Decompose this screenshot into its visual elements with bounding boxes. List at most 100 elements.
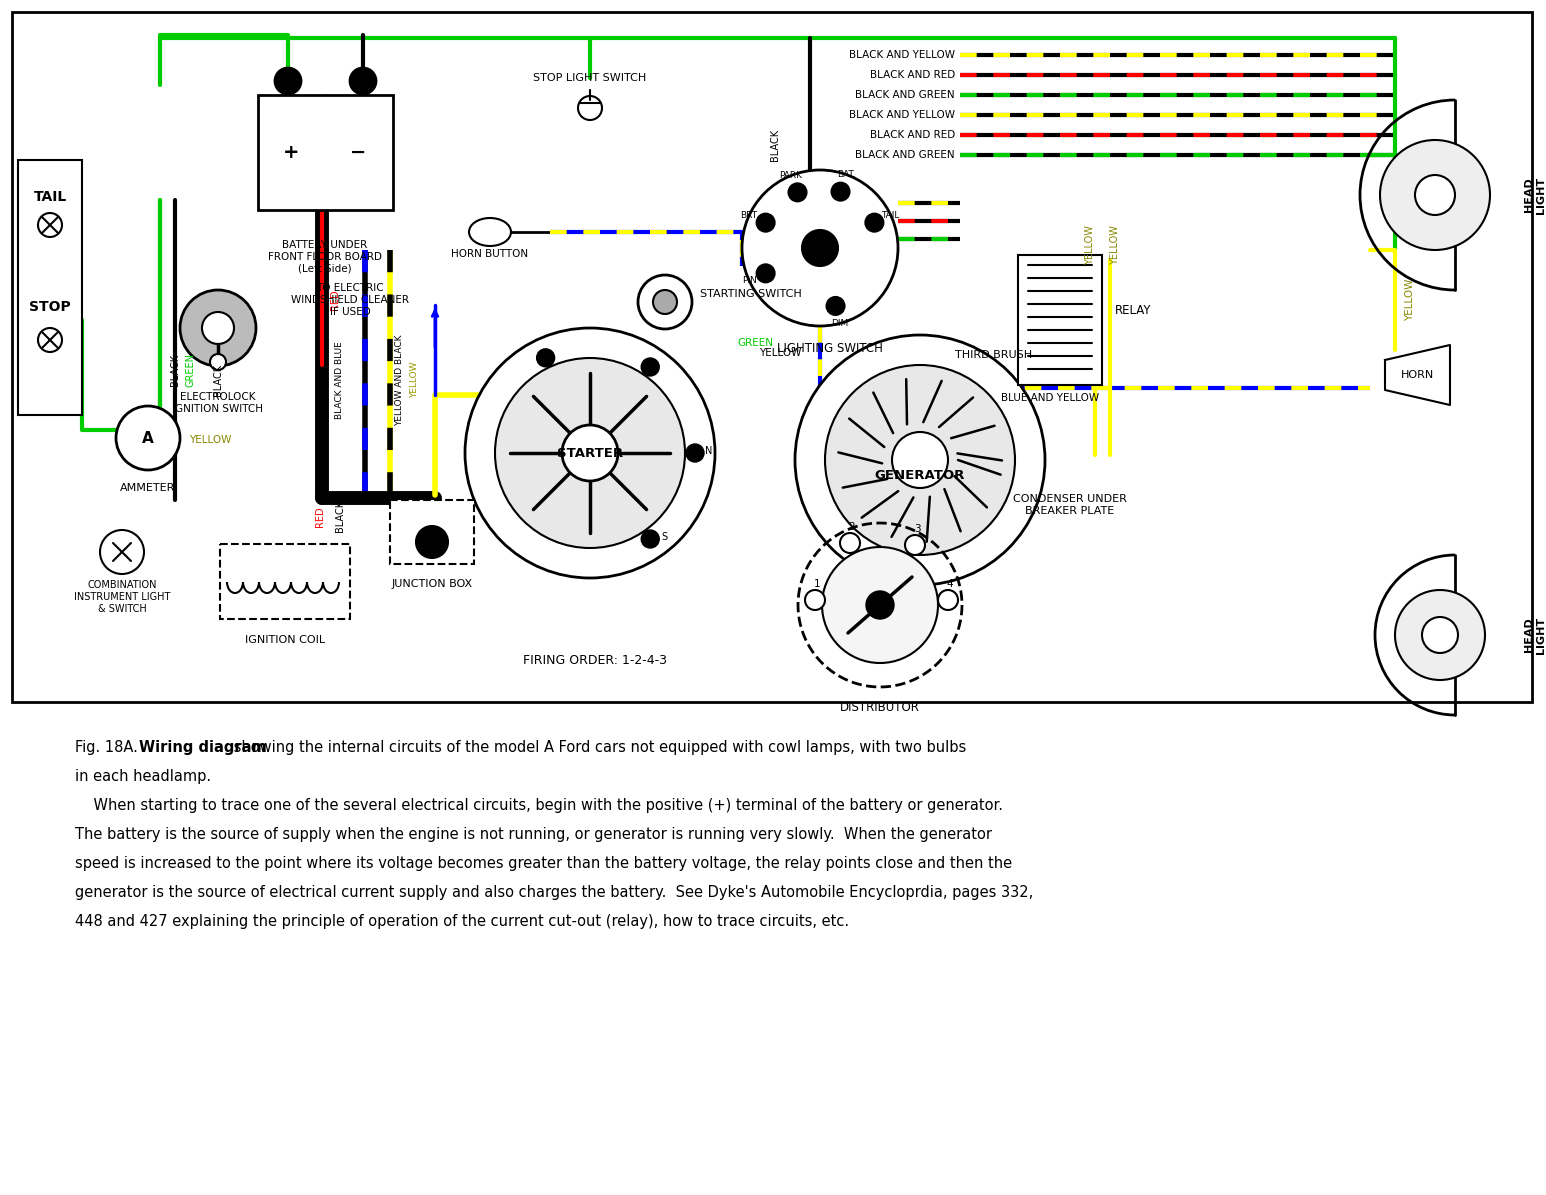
Text: YELLOW: YELLOW xyxy=(1110,225,1119,265)
Text: DISTRIBUTOR: DISTRIBUTOR xyxy=(839,700,920,713)
Text: BLACK AND GREEN: BLACK AND GREEN xyxy=(855,90,955,100)
Text: YELLOW: YELLOW xyxy=(759,348,801,358)
Text: HEAD
LIGHT: HEAD LIGHT xyxy=(1524,617,1546,654)
Text: HORN: HORN xyxy=(1401,370,1435,380)
Circle shape xyxy=(788,183,807,202)
Text: 448 and 427 explaining the principle of operation of the current cut-out (relay): 448 and 427 explaining the principle of … xyxy=(76,914,849,929)
Text: THIRD BRUSH: THIRD BRUSH xyxy=(955,350,1033,360)
Circle shape xyxy=(275,68,301,94)
Circle shape xyxy=(536,349,555,367)
Circle shape xyxy=(686,445,703,462)
Circle shape xyxy=(756,264,775,282)
Text: GENERATOR: GENERATOR xyxy=(875,468,965,482)
Text: YELLOW: YELLOW xyxy=(189,435,232,445)
Text: 3: 3 xyxy=(914,523,920,534)
Circle shape xyxy=(642,358,659,376)
Text: RELAY: RELAY xyxy=(1115,304,1152,317)
Text: The battery is the source of supply when the engine is not running, or generator: The battery is the source of supply when… xyxy=(76,827,993,842)
Circle shape xyxy=(39,327,62,353)
Circle shape xyxy=(416,526,448,558)
Circle shape xyxy=(465,327,714,578)
Text: GREEN: GREEN xyxy=(186,353,195,387)
Circle shape xyxy=(866,214,883,232)
Circle shape xyxy=(827,296,844,315)
Text: IGNITION COIL: IGNITION COIL xyxy=(244,635,325,645)
Circle shape xyxy=(892,433,948,488)
Circle shape xyxy=(802,229,838,266)
Circle shape xyxy=(839,533,860,553)
Text: BRT.: BRT. xyxy=(741,210,759,220)
Circle shape xyxy=(805,590,826,609)
Text: RED: RED xyxy=(315,507,325,527)
Text: YELLOW: YELLOW xyxy=(1405,278,1415,321)
Bar xyxy=(19,160,82,415)
Text: BLACK: BLACK xyxy=(170,354,179,386)
Text: BLACK AND BLUE: BLACK AND BLUE xyxy=(335,341,345,419)
Text: BATTERY UNDER
FRONT FLOOR BOARD
(Left Side): BATTERY UNDER FRONT FLOOR BOARD (Left Si… xyxy=(267,240,382,274)
Circle shape xyxy=(100,531,144,574)
Text: S: S xyxy=(662,532,668,543)
Text: TAIL: TAIL xyxy=(34,190,66,204)
Circle shape xyxy=(1381,140,1490,250)
Text: −: − xyxy=(349,142,366,161)
Text: BLACK AND YELLOW: BLACK AND YELLOW xyxy=(849,110,955,120)
Text: N: N xyxy=(705,446,713,456)
Text: JUNCTION BOX: JUNCTION BOX xyxy=(391,580,473,589)
Text: Wiring diagram: Wiring diagram xyxy=(139,740,267,755)
Circle shape xyxy=(756,214,775,232)
Text: COMBINATION
INSTRUMENT LIGHT
& SWITCH: COMBINATION INSTRUMENT LIGHT & SWITCH xyxy=(74,581,170,613)
Text: GREEN: GREEN xyxy=(737,338,773,348)
Text: STOP: STOP xyxy=(29,300,71,314)
Text: BLACK AND YELLOW: BLACK AND YELLOW xyxy=(849,50,955,60)
Text: CONDENSER UNDER
BREAKER PLATE: CONDENSER UNDER BREAKER PLATE xyxy=(1013,495,1127,516)
Text: DIM: DIM xyxy=(832,319,849,327)
Circle shape xyxy=(938,590,959,609)
Text: BLACK AND RED: BLACK AND RED xyxy=(870,71,955,80)
Circle shape xyxy=(116,406,179,470)
Text: 4: 4 xyxy=(946,580,954,589)
Circle shape xyxy=(638,275,693,329)
Text: FIRING ORDER: 1-2-4-3: FIRING ORDER: 1-2-4-3 xyxy=(523,654,666,667)
Circle shape xyxy=(1415,174,1455,215)
Text: in each headlamp.: in each headlamp. xyxy=(76,770,212,784)
Circle shape xyxy=(349,68,376,94)
Bar xyxy=(258,94,393,210)
Text: PIN: PIN xyxy=(742,276,756,286)
Text: BLUE AND YELLOW: BLUE AND YELLOW xyxy=(1000,393,1099,403)
Text: TAIL: TAIL xyxy=(881,210,900,220)
Bar xyxy=(390,500,475,564)
Text: BLACK: BLACK xyxy=(770,129,781,161)
Text: BLACK: BLACK xyxy=(213,364,223,396)
Bar xyxy=(1017,255,1102,385)
Circle shape xyxy=(39,213,62,237)
Text: HEAD
LIGHT: HEAD LIGHT xyxy=(1524,177,1546,214)
Text: YELLOW: YELLOW xyxy=(1085,225,1095,265)
Circle shape xyxy=(495,358,685,549)
Circle shape xyxy=(904,535,925,554)
Text: HORN BUTTON: HORN BUTTON xyxy=(451,249,529,259)
Circle shape xyxy=(179,290,257,366)
Circle shape xyxy=(1394,590,1486,680)
Text: BLACK: BLACK xyxy=(335,500,345,532)
Text: YELLOW AND BLACK: YELLOW AND BLACK xyxy=(396,335,405,425)
Text: +: + xyxy=(283,142,300,161)
Circle shape xyxy=(1422,617,1458,652)
Text: 1: 1 xyxy=(813,580,821,589)
Circle shape xyxy=(578,96,601,120)
Circle shape xyxy=(822,547,938,663)
Text: LIGHTING SWITCH: LIGHTING SWITCH xyxy=(778,342,883,355)
Text: generator is the source of electrical current supply and also charges the batter: generator is the source of electrical cu… xyxy=(76,885,1033,900)
Circle shape xyxy=(832,183,849,201)
Text: RED: RED xyxy=(329,289,340,311)
Text: TO ELECTRIC
WINDSHIELD CLEANER
IF USED: TO ELECTRIC WINDSHIELD CLEANER IF USED xyxy=(291,283,410,317)
Text: STARTER: STARTER xyxy=(557,447,623,460)
Circle shape xyxy=(203,312,233,344)
Circle shape xyxy=(652,290,677,314)
Text: A: A xyxy=(142,430,155,446)
Text: speed is increased to the point where its voltage becomes greater than the batte: speed is increased to the point where it… xyxy=(76,856,1013,871)
Circle shape xyxy=(210,354,226,370)
Circle shape xyxy=(563,425,618,482)
Text: BLACK AND RED: BLACK AND RED xyxy=(870,130,955,140)
Text: Fig. 18A.: Fig. 18A. xyxy=(76,740,147,755)
Text: STARTING SWITCH: STARTING SWITCH xyxy=(700,289,802,299)
